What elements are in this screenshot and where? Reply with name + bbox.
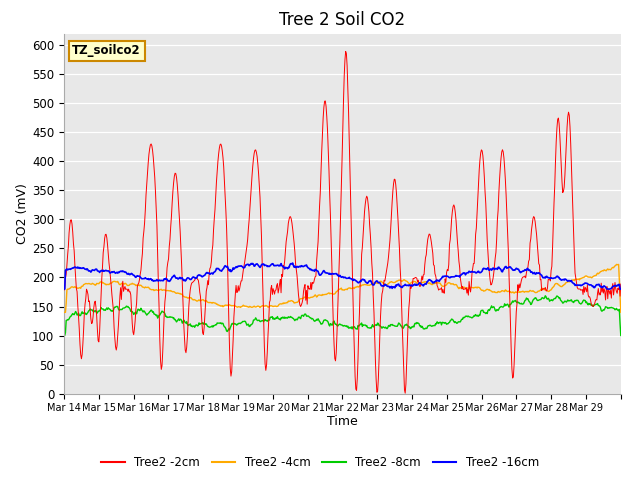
Title: Tree 2 Soil CO2: Tree 2 Soil CO2 [279,11,406,29]
Legend: Tree2 -2cm, Tree2 -4cm, Tree2 -8cm, Tree2 -16cm: Tree2 -2cm, Tree2 -4cm, Tree2 -8cm, Tree… [96,452,544,474]
Y-axis label: CO2 (mV): CO2 (mV) [16,183,29,244]
X-axis label: Time: Time [327,415,358,428]
Text: TZ_soilco2: TZ_soilco2 [72,44,141,58]
